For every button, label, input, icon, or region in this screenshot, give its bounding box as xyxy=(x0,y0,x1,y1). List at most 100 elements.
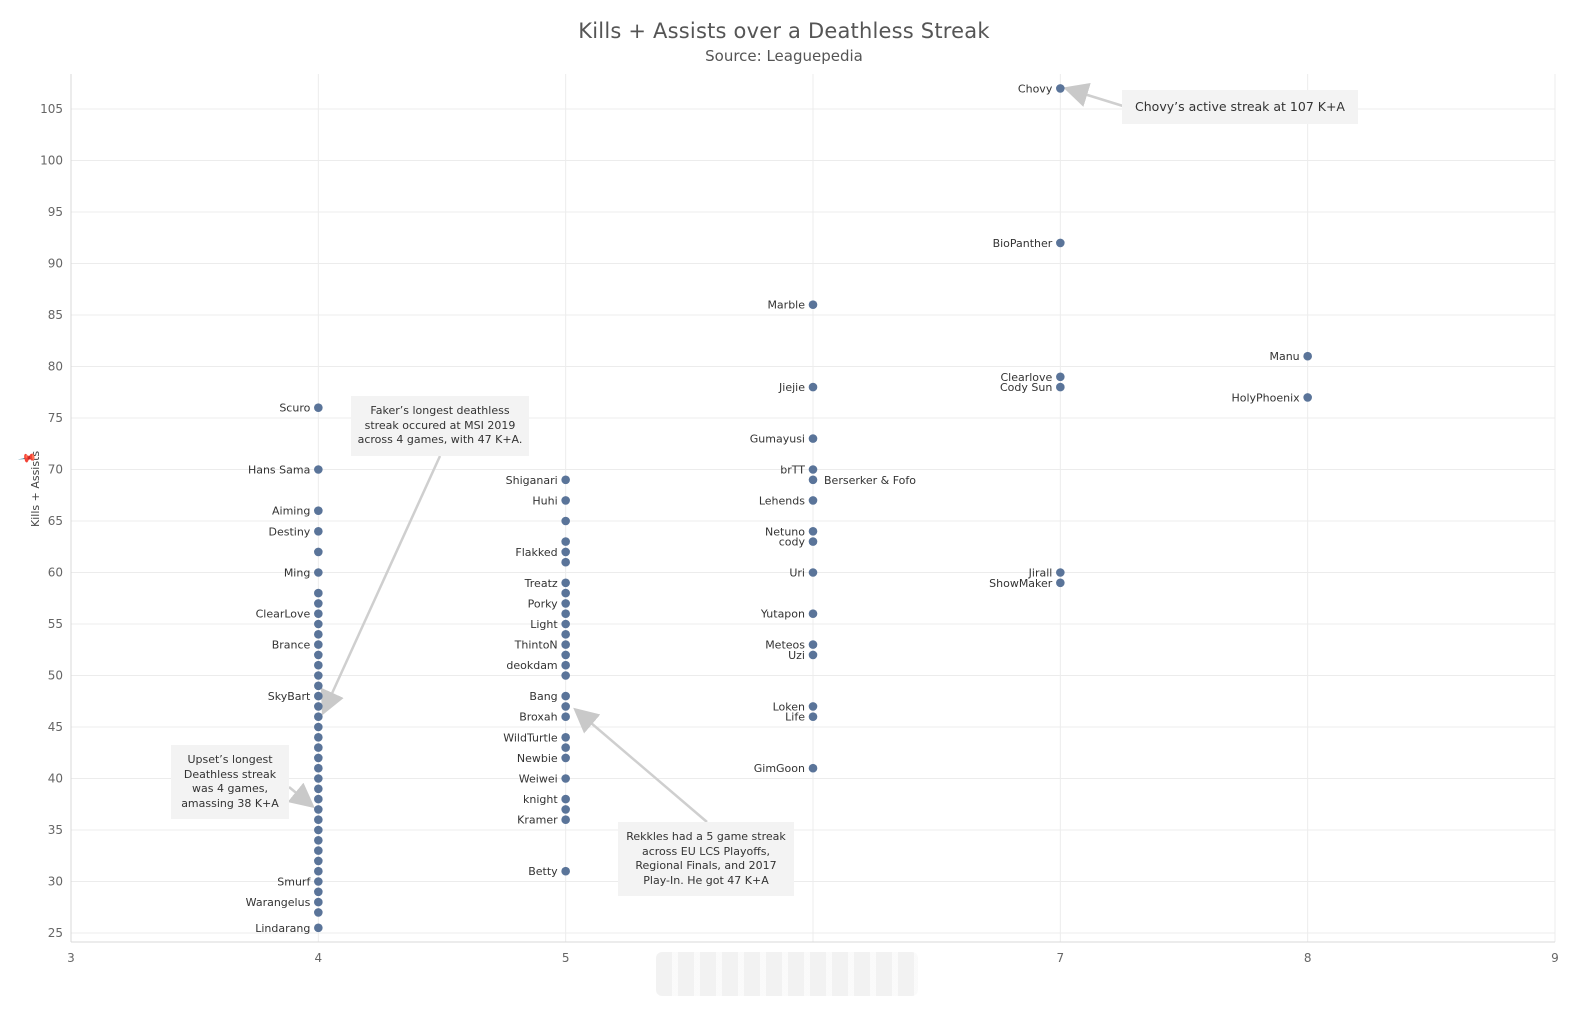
data-point xyxy=(561,537,570,546)
data-point xyxy=(314,619,323,629)
data-point xyxy=(808,382,818,392)
data-point xyxy=(314,856,323,866)
data-point xyxy=(561,599,570,608)
data-point xyxy=(314,763,323,773)
data-point xyxy=(808,712,818,721)
point-label: Meteos xyxy=(765,639,805,652)
point-label: Broxah xyxy=(519,711,557,724)
point-label: Weiwei xyxy=(519,773,558,786)
data-point xyxy=(314,794,323,804)
y-tick-label: 70 xyxy=(48,463,63,477)
annotation-upset-line: amassing 38 K+A xyxy=(181,796,279,810)
data-point xyxy=(561,619,570,629)
point-label: Smurf xyxy=(277,876,311,889)
data-point xyxy=(561,496,570,505)
data-point xyxy=(314,527,323,536)
data-point xyxy=(314,681,323,691)
x-tick-label: 7 xyxy=(1057,951,1065,965)
point-label: ShowMaker xyxy=(989,577,1053,590)
point-label: Uri xyxy=(789,567,805,580)
point-label: Manu xyxy=(1269,350,1299,363)
y-tick-label: 105 xyxy=(40,102,63,116)
point-label: WildTurtle xyxy=(503,731,558,744)
point-label: Jirall xyxy=(1028,567,1053,580)
point-label: Treatz xyxy=(524,577,558,590)
data-point xyxy=(314,774,323,783)
point-label: cody xyxy=(779,536,806,549)
point-label: Ming xyxy=(284,567,311,580)
data-point xyxy=(561,671,570,680)
chart-subtitle: Source: Leaguepedia xyxy=(705,47,863,65)
point-label: knight xyxy=(523,793,558,806)
point-label: Brance xyxy=(272,639,311,652)
chart-title: Kills + Assists over a Deathless Streak xyxy=(578,19,990,43)
data-point xyxy=(1056,382,1065,392)
data-point xyxy=(808,609,818,618)
data-point xyxy=(314,733,323,742)
annotation-faker: Faker’s longest deathless streak occured… xyxy=(351,396,529,456)
data-point xyxy=(561,660,570,670)
data-point xyxy=(561,733,570,742)
data-point xyxy=(561,774,570,783)
point-label: Lehends xyxy=(759,494,805,507)
y-tick-label: 85 xyxy=(48,308,63,322)
data-point xyxy=(314,722,323,732)
data-point xyxy=(808,434,818,443)
annotation-faker-line: Faker’s longest deathless xyxy=(370,404,510,417)
data-point xyxy=(561,557,570,567)
data-point xyxy=(561,630,570,639)
data-point xyxy=(314,506,323,515)
point-label: Jiejie xyxy=(778,381,805,394)
data-point xyxy=(808,763,818,773)
y-tick-label: 40 xyxy=(48,772,63,786)
data-point xyxy=(561,743,570,752)
point-label: Uzi xyxy=(788,649,805,662)
data-point xyxy=(561,794,570,804)
data-point xyxy=(561,516,570,526)
data-point xyxy=(561,609,570,618)
point-label: Betty xyxy=(528,865,558,878)
data-point xyxy=(808,650,818,660)
point-label: SkyBart xyxy=(268,690,311,703)
y-tick-label: 80 xyxy=(48,360,63,374)
point-label: Netuno xyxy=(765,525,805,538)
data-point xyxy=(314,877,323,886)
data-point xyxy=(314,660,323,670)
annotation-rekkles: Rekkles had a 5 game streak across EU LC… xyxy=(618,822,794,896)
data-point xyxy=(314,547,323,557)
point-label: Aiming xyxy=(272,505,310,518)
data-point xyxy=(314,743,323,752)
annotation-arrow-rekkles xyxy=(573,707,708,823)
x-tick-label: 9 xyxy=(1551,951,1559,965)
annotation-upset: Upset’s longest Deathless streak was 4 g… xyxy=(171,745,289,819)
data-point xyxy=(314,671,323,680)
data-point xyxy=(808,568,818,577)
point-label: Flakked xyxy=(515,546,557,559)
data-point xyxy=(314,836,323,845)
y-tick-label: 45 xyxy=(48,720,63,734)
data-point xyxy=(314,923,323,933)
data-point xyxy=(314,465,323,474)
point-label: Destiny xyxy=(269,525,311,538)
annotation-rekkles-line: Play-In. He got 47 K+A xyxy=(643,873,769,887)
y-tick-label: 95 xyxy=(48,205,63,219)
watermark xyxy=(656,952,918,996)
data-point xyxy=(561,815,570,824)
data-point xyxy=(314,908,323,917)
point-label: Yutapon xyxy=(760,608,805,621)
point-label: Porky xyxy=(528,597,558,610)
point-label: Lindarang xyxy=(255,922,310,935)
y-tick-label: 65 xyxy=(48,514,63,528)
point-label: Gumayusi xyxy=(750,433,805,446)
data-point xyxy=(314,568,323,577)
point-label: Life xyxy=(785,711,805,724)
data-point xyxy=(561,547,570,557)
point-label: Hans Sama xyxy=(248,464,310,477)
y-tick-label: 30 xyxy=(48,875,63,889)
data-point xyxy=(314,805,323,814)
data-point xyxy=(561,712,570,721)
annotation-arrow-upset xyxy=(287,782,315,809)
data-point xyxy=(808,465,818,474)
data-point xyxy=(314,815,323,824)
